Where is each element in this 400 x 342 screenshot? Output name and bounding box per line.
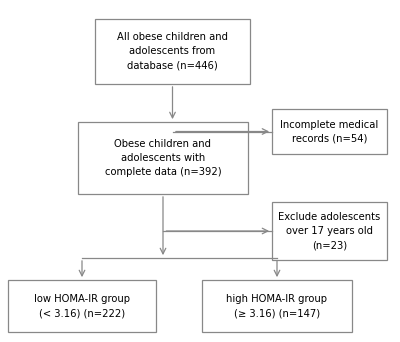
FancyBboxPatch shape [202, 280, 352, 332]
Text: Obese children and
adolescents with
complete data (n=392): Obese children and adolescents with comp… [105, 139, 221, 177]
Text: Exclude adolescents
over 17 years old
(n=23): Exclude adolescents over 17 years old (n… [278, 212, 381, 250]
Text: low HOMA-IR group
(< 3.16) (n=222): low HOMA-IR group (< 3.16) (n=222) [34, 294, 130, 318]
FancyBboxPatch shape [78, 122, 248, 194]
FancyBboxPatch shape [272, 202, 387, 260]
Text: high HOMA-IR group
(≥ 3.16) (n=147): high HOMA-IR group (≥ 3.16) (n=147) [226, 294, 328, 318]
Text: Incomplete medical
records (n=54): Incomplete medical records (n=54) [280, 119, 379, 144]
FancyBboxPatch shape [95, 19, 250, 84]
Text: All obese children and
adolescents from
database (n=446): All obese children and adolescents from … [117, 32, 228, 70]
FancyBboxPatch shape [8, 280, 156, 332]
FancyBboxPatch shape [272, 109, 387, 154]
